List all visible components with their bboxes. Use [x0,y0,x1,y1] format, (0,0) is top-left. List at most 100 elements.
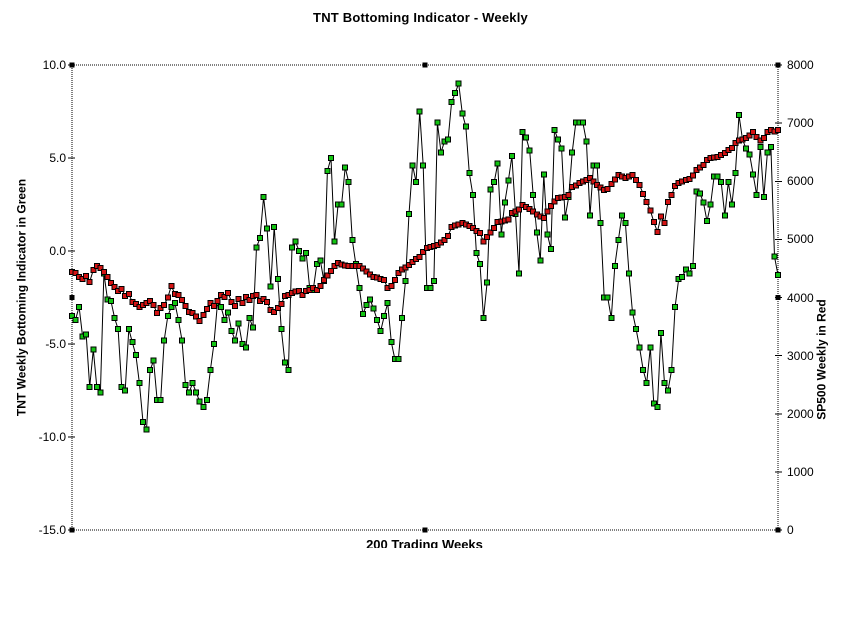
indicator-marker [657,329,664,336]
indicator-marker [427,285,434,292]
indicator-marker [775,272,781,279]
indicator-marker [462,123,469,130]
indicator-marker [168,303,175,310]
selection-handle [422,527,428,533]
indicator-marker [111,315,118,321]
indicator-marker [569,149,576,156]
sp500-marker [629,171,636,178]
sp500-marker [200,311,207,318]
indicator-marker [97,389,104,396]
sp500-marker [661,220,668,227]
indicator-marker [69,313,75,320]
sp500-marker [118,285,125,292]
indicator-marker [356,285,363,292]
sp500-marker [214,298,221,304]
indicator-marker [459,110,466,117]
sp500-marker [239,300,246,306]
selection-handle [775,62,781,68]
indicator-marker [505,177,512,184]
indicator-marker [700,199,707,206]
indicator-marker [661,380,668,387]
sp500-marker [587,175,593,182]
selection-handle [69,527,75,533]
indicator-marker [132,352,139,359]
right-tick-label: 2000 [787,406,814,421]
indicator-marker [654,404,661,411]
sp500-marker [189,309,196,316]
indicator-marker [239,341,246,347]
indicator-marker [487,186,494,193]
sp500-marker [728,145,735,152]
indicator-marker [608,315,615,321]
sp500-marker [657,213,664,220]
sp500-marker [97,264,104,271]
indicator-marker [179,337,185,344]
sp500-marker [235,296,242,302]
indicator-marker [313,261,320,267]
sp500-marker [313,286,320,293]
indicator-marker [249,324,256,331]
indicator-marker [242,344,249,351]
indicator-marker [72,316,79,323]
indicator-marker [367,296,373,303]
indicator-marker [182,381,189,388]
indicator-line [71,83,779,430]
indicator-marker [696,190,703,197]
indicator-marker [597,220,604,227]
sp500-marker [505,216,512,223]
indicator-marker [526,147,533,154]
sp500-marker [665,198,671,205]
sp500-marker [154,310,161,317]
indicator-marker [558,145,565,152]
sp500-marker [86,278,93,285]
sp500-marker [544,208,551,215]
indicator-marker [150,357,157,364]
sp500-marker [469,225,476,231]
indicator-marker [587,212,593,219]
indicator-marker [640,367,647,373]
sp500-marker [150,302,157,309]
indicator-marker [363,301,370,308]
sp500-marker [168,282,175,289]
sp500-marker [111,284,118,290]
sp500-marker [590,178,597,185]
right-tick-label: 1000 [787,464,814,479]
sp500-marker [203,306,210,313]
sp500-marker [328,267,334,274]
left-tick-label: 0.0 [49,244,66,258]
sp500-marker [633,177,640,184]
indicator-marker [398,315,405,321]
indicator-marker [544,231,551,238]
sp500-marker [391,277,398,284]
indicator-marker [771,253,778,260]
sp500-marker [395,269,402,276]
indicator-marker [374,316,381,323]
sp500-marker [271,309,278,315]
indicator-marker [303,249,310,256]
sp500-marker [611,176,618,183]
left-tick-label: 10.0 [42,58,66,72]
indicator-marker [161,337,168,344]
sp500-marker [299,291,306,298]
indicator-marker [469,192,476,199]
sp500-marker [654,228,661,235]
sp500-marker [108,280,114,286]
indicator-marker [232,337,239,344]
sp500-marker [775,127,781,134]
indicator-marker [328,155,334,161]
indicator-marker [622,220,629,227]
indicator-marker [583,138,590,145]
left-tick-label: -15.0 [38,523,66,537]
indicator-marker [118,383,125,390]
right-tick-label: 8000 [787,58,814,72]
left-tick-label: 5.0 [49,151,66,165]
indicator-marker [477,261,483,267]
indicator-marker [594,162,601,169]
indicator-marker [721,212,728,219]
indicator-marker [615,236,622,243]
indicator-marker [445,136,452,143]
sp500-marker [72,270,79,277]
sp500-marker [565,192,572,199]
indicator-marker [93,383,100,390]
